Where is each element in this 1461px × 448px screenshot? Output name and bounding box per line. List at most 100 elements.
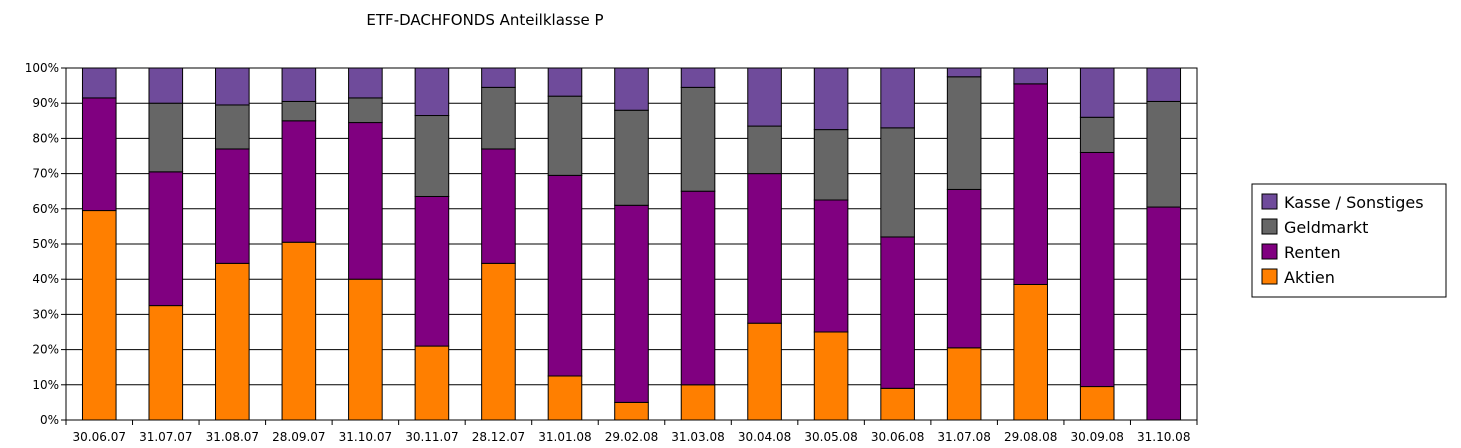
bar-segment [946,347,982,421]
legend-label: Geldmarkt [1284,218,1368,237]
y-tick-label: 10% [32,378,59,392]
bar-segment [414,67,450,117]
y-tick-label: 80% [32,131,59,145]
x-tick-label: 29.08.08 [1004,430,1057,444]
x-tick-label: 31.08.07 [206,430,259,444]
bar-segment [215,104,250,150]
bar-segment [813,199,849,333]
x-tick-label: 31.07.08 [937,430,990,444]
y-tick-label: 40% [32,272,59,286]
legend-swatch [1261,243,1278,260]
legend-label: Kasse / Sonstiges [1284,193,1424,212]
bar-segment [215,67,250,106]
plot-frame [65,67,1198,421]
bar-segment [680,86,716,192]
bar-segment [148,67,184,104]
bar-segment [813,331,849,421]
bar-segment [281,120,317,243]
bar-segment [148,171,184,307]
bar-segment [1013,83,1048,285]
bar-segment [880,67,915,129]
bar-segment [1079,386,1115,421]
legend-label: Renten [1284,243,1341,262]
y-tick-label: 20% [32,343,59,357]
bar-segment [547,174,583,377]
bar-segment [813,67,849,131]
bar-segment [414,195,450,347]
bar-segment [614,204,649,403]
bar-segment [547,67,583,97]
bar-segment [148,102,184,173]
bar-segment [481,67,516,88]
bar-segment [680,384,716,421]
bar-segment [1146,100,1182,208]
bar-segment [1013,283,1048,421]
bar-segment [1079,151,1115,388]
bar-segment [481,148,516,264]
bar-segment [1079,116,1115,153]
bar-segment [880,387,915,421]
x-tick-label: 30.04.08 [738,430,791,444]
bar-segment [348,67,383,99]
x-tick-label: 28.12.07 [472,430,525,444]
legend-swatch [1261,193,1278,210]
bar-segment [414,345,450,421]
bar-segment [614,67,649,111]
bar-segment [614,109,649,206]
bar-segment [481,86,516,150]
bar-segment [614,401,649,421]
x-tick-label: 30.11.07 [405,430,458,444]
x-tick-label: 31.03.08 [671,430,724,444]
legend-box [1251,183,1447,298]
bar-segment [880,236,915,389]
bar-segment [481,262,516,421]
bar-segment [281,100,317,122]
bar-segment [1079,67,1115,118]
y-tick-label: 60% [32,202,59,216]
x-tick-label: 31.07.07 [139,430,192,444]
x-tick-label: 30.09.08 [1070,430,1123,444]
x-tick-label: 31.01.08 [538,430,591,444]
y-tick-label: 30% [32,307,59,321]
bar-segment [680,190,716,386]
bar-segment [348,122,383,280]
bars [81,67,1182,421]
bar-segment [81,97,117,212]
bar-segment [813,129,849,201]
bar-segment [348,278,383,421]
y-tick-labels: 0% 10% 20% 30% 40% 50% 60% 70% 80% 90% 100% [25,61,59,427]
bar-segment [215,262,250,421]
bar-segment [1013,67,1048,85]
bar-segment [1146,206,1182,421]
x-tick-label: 31.10.07 [339,430,392,444]
bar-segment [281,241,317,421]
axes [61,67,1198,425]
bar-segment [81,67,117,99]
bar-segment [547,375,583,421]
bar-segment [747,173,782,324]
legend-swatch [1261,218,1278,235]
chart-title: ETF-DACHFONDS Anteilklasse P [366,11,603,29]
bar-segment [81,210,117,421]
legend-label: Aktien [1284,268,1335,287]
x-tick-label: 31.10.08 [1137,430,1190,444]
y-tick-label: 70% [32,167,59,181]
bar-segment [946,76,982,190]
bar-segment [747,322,782,421]
x-tick-label: 30.05.08 [804,430,857,444]
bar-segment [148,305,184,421]
bar-segment [946,188,982,349]
legend: Kasse / Sonstiges Geldmarkt Renten Aktien [1251,183,1447,298]
y-tick-label: 90% [32,96,59,110]
bar-segment [680,67,716,88]
x-tick-label: 30.06.08 [871,430,924,444]
x-tick-label: 30.06.07 [73,430,126,444]
y-tick-label: 0% [40,413,59,427]
x-tick-label: 28.09.07 [272,430,325,444]
bar-segment [946,67,982,78]
bar-segment [747,67,782,127]
bar-segment [747,125,782,175]
bar-segment [1146,67,1182,102]
bar-segment [281,67,317,102]
